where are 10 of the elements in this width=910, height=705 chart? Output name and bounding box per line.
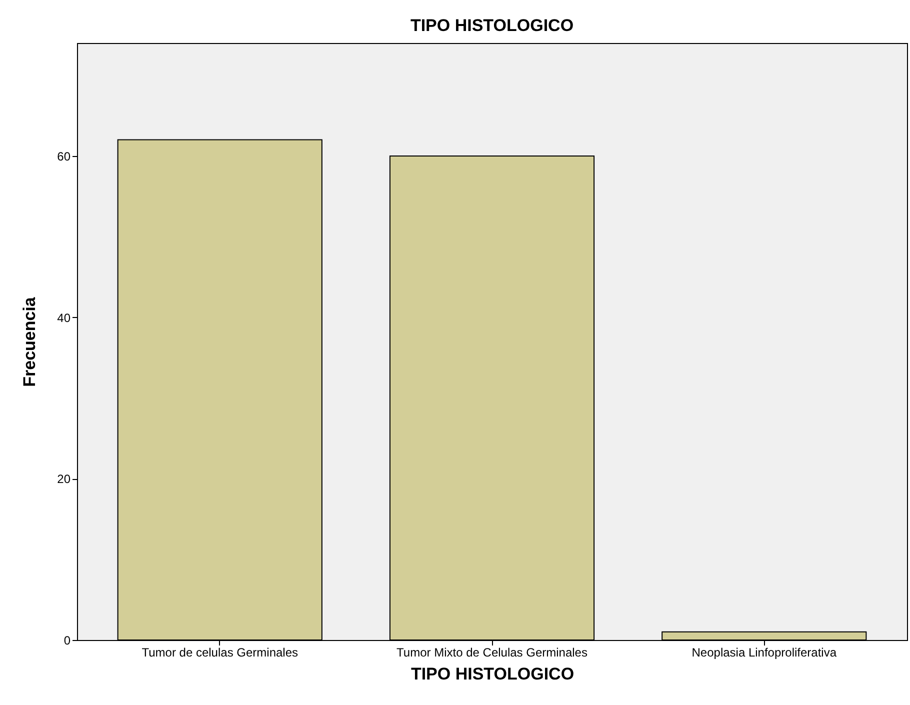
y-axis-title: Frecuencia bbox=[20, 296, 40, 387]
chart-title: TIPO HISTOLOGICO bbox=[410, 16, 574, 35]
y-tick-label: 0 bbox=[64, 634, 71, 648]
x-tick-label: Tumor de celulas Germinales bbox=[142, 646, 298, 660]
y-tick-label: 60 bbox=[57, 149, 71, 164]
x-tick-label: Tumor Mixto de Celulas Germinales bbox=[396, 646, 588, 660]
y-tick-label: 40 bbox=[57, 310, 71, 325]
x-tick-label: Neoplasia Linfoproliferativa bbox=[692, 646, 837, 660]
y-tick-label: 20 bbox=[57, 472, 71, 486]
x-axis-title: TIPO HISTOLOGICO bbox=[410, 664, 574, 684]
